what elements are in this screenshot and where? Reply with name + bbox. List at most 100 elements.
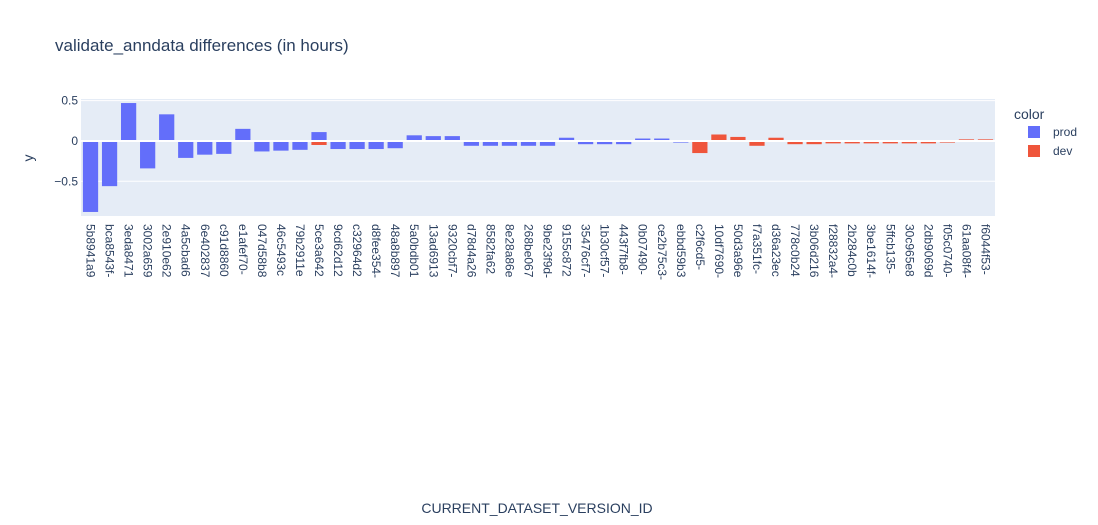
legend-swatch-dev[interactable]	[1028, 145, 1040, 157]
legend-swatch-prod[interactable]	[1028, 126, 1040, 138]
x-tick-label: 3002a659	[141, 224, 155, 278]
bar-dev[interactable]	[825, 140, 841, 144]
bar-prod[interactable]	[520, 140, 537, 146]
x-tick-label: c91d8860	[217, 224, 231, 277]
x-tick-label: 8e28a86e	[502, 224, 516, 278]
legend[interactable]: color prod dev	[1014, 106, 1077, 158]
legend-label-dev[interactable]: dev	[1053, 144, 1072, 158]
bar-prod[interactable]	[349, 140, 365, 150]
bar-prod[interactable]	[539, 140, 556, 146]
bar-prod[interactable]	[273, 140, 289, 151]
x-tick-label: 48a8b897	[388, 224, 402, 278]
bar-prod[interactable]	[216, 140, 232, 154]
bar-prod[interactable]	[387, 140, 403, 149]
bar-dev[interactable]	[730, 136, 746, 141]
bar-prod[interactable]	[292, 140, 308, 150]
x-tick-label: 4a5cbad6	[179, 224, 193, 277]
legend-title: color	[1014, 106, 1045, 122]
bar-prod[interactable]	[120, 103, 137, 141]
x-tick-label: 5ce3a642	[312, 224, 326, 277]
grid	[81, 100, 995, 182]
bar-dev[interactable]	[692, 140, 708, 154]
x-tick-label: 79b2911e	[293, 224, 307, 277]
bar-prod[interactable]	[444, 136, 460, 141]
x-tick-label: 3b06d216	[807, 224, 821, 278]
y-tick-label: 0.5	[61, 94, 78, 108]
bar-prod[interactable]	[558, 137, 575, 141]
bar-prod[interactable]	[597, 140, 613, 145]
y-axis-title: y	[20, 155, 36, 162]
x-tick-label: 13ad6913	[426, 224, 440, 278]
x-tick-label: 778c0b24	[788, 224, 802, 277]
x-tick-label: f05c0740-	[940, 224, 954, 277]
y-tick-labels: 0.5 0 −0.5	[54, 94, 78, 189]
bar-prod[interactable]	[311, 132, 327, 141]
x-tick-label: 61aa08f4-	[959, 224, 973, 278]
x-tick-label: 2db9069d	[921, 224, 935, 277]
bar-prod[interactable]	[178, 140, 194, 158]
bar-dev[interactable]	[311, 140, 327, 145]
bar-prod[interactable]	[254, 140, 270, 152]
x-tick-label: f7a351fc-	[750, 224, 764, 274]
bar-prod[interactable]	[330, 140, 346, 150]
y-tick-label: −0.5	[54, 174, 78, 188]
x-tick-labels: 5b8941a9 bca8543f- 3eda8471 3002a659 2e910e6…	[84, 224, 993, 280]
x-tick-label: 30c965e8	[902, 224, 916, 277]
bar-dev[interactable]	[787, 140, 803, 145]
x-tick-label: 9be23f9d-	[541, 224, 555, 278]
chart-title: validate_anndata differences (in hours)	[55, 36, 349, 55]
bar-prod[interactable]	[463, 140, 479, 146]
x-tick-label: c32964d2	[350, 224, 364, 277]
bar-prod[interactable]	[577, 140, 594, 145]
x-tick-label: e1afef70-	[236, 224, 250, 275]
bar-prod[interactable]	[368, 140, 384, 150]
bar-prod[interactable]	[482, 140, 499, 146]
x-tick-label: 443f7fb8-	[617, 224, 631, 275]
bar-dev[interactable]	[768, 137, 784, 141]
x-tick-label: 268be067	[521, 224, 535, 278]
bar-dev[interactable]	[806, 140, 822, 145]
bar-dev[interactable]	[844, 140, 860, 144]
x-tick-label: ce2b75c3-	[655, 224, 669, 280]
bar-prod[interactable]	[197, 140, 213, 155]
bar-dev[interactable]	[920, 140, 936, 144]
x-tick-label: 6e402837	[198, 224, 212, 278]
bar-prod[interactable]	[140, 140, 156, 169]
bar-dev[interactable]	[882, 140, 898, 144]
legend-label-prod[interactable]: prod	[1053, 125, 1077, 139]
x-tick-label: 3eda8471	[122, 224, 136, 278]
x-tick-label: 9320cbf7-	[445, 224, 459, 277]
bar-prod[interactable]	[654, 138, 670, 141]
y-tick-label: 0	[71, 134, 78, 148]
x-tick-label: 047d58b8	[255, 224, 269, 278]
x-tick-label: 2e910e62	[160, 224, 174, 278]
x-tick-label: 10df7690-	[712, 224, 726, 278]
bar-prod[interactable]	[425, 136, 441, 141]
bar-prod[interactable]	[82, 140, 99, 212]
plot-area	[81, 99, 995, 216]
x-tick-label: 0b07490-	[636, 224, 650, 275]
bar-dev[interactable]	[901, 140, 917, 144]
x-tick-label: 5b8941a9	[84, 224, 98, 278]
x-tick-label: 9cd62d12	[331, 224, 345, 277]
bar-prod[interactable]	[406, 135, 422, 141]
bar-prod[interactable]	[235, 128, 251, 141]
bar-dev[interactable]	[711, 134, 727, 141]
x-tick-label: 1b30cf57-	[598, 224, 612, 277]
x-tick-label: 35476cf7-	[579, 224, 593, 277]
bars	[82, 103, 994, 212]
x-tick-label: 8582fa62	[483, 224, 497, 274]
x-tick-label: d8fee354-	[369, 224, 383, 278]
x-tick-label: 9155c872	[560, 224, 574, 277]
bar-dev[interactable]	[749, 140, 765, 146]
x-tick-label: d36a23ec	[769, 224, 783, 277]
bar-prod[interactable]	[101, 140, 118, 187]
bar-prod[interactable]	[616, 140, 632, 145]
bar-prod[interactable]	[635, 138, 651, 141]
x-tick-label: 3be1614f-	[864, 224, 878, 278]
bar-prod[interactable]	[501, 140, 518, 146]
bar-prod[interactable]	[159, 114, 175, 141]
bar-dev[interactable]	[863, 140, 879, 144]
x-tick-label: 5ffcb135-	[883, 224, 897, 274]
x-tick-label: f6044f53-	[978, 224, 992, 275]
